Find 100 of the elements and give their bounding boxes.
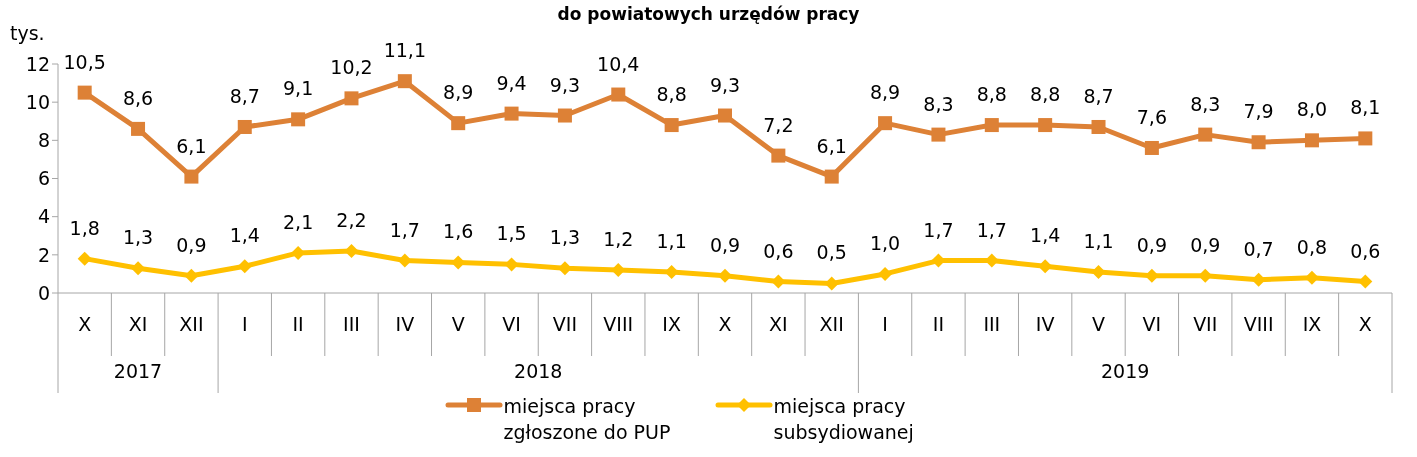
point <box>131 261 146 276</box>
data-label: 0,9 <box>1190 233 1221 256</box>
point <box>184 268 199 283</box>
x-tick-label: XI <box>128 313 148 335</box>
data-label: 8,6 <box>122 86 154 109</box>
data-label: 1,1 <box>1083 230 1114 253</box>
point <box>931 127 946 142</box>
data-label: 8,8 <box>976 83 1007 106</box>
point <box>397 74 412 89</box>
y-tick-label: 0 <box>37 281 50 304</box>
x-tick-label: IX <box>662 313 681 335</box>
data-label: 0,9 <box>176 233 207 256</box>
x-tick-label: X <box>1358 313 1372 335</box>
point <box>718 268 732 283</box>
data-label: 1,6 <box>443 220 474 243</box>
x-tick-label: V <box>451 313 465 335</box>
x-tick-label: X <box>78 313 92 335</box>
y-axis-title: tys. <box>10 22 45 44</box>
point <box>1198 268 1213 283</box>
y-tick-label: 2 <box>37 243 50 266</box>
data-label: 8,8 <box>1030 83 1061 106</box>
x-tick-label: VII <box>1193 313 1218 335</box>
data-label: 0,9 <box>709 233 741 256</box>
point <box>184 169 199 184</box>
data-label: 8,1 <box>1350 96 1381 119</box>
point <box>504 106 519 121</box>
point <box>1144 268 1159 283</box>
data-label: 2,1 <box>283 210 314 233</box>
data-label: 8,9 <box>443 81 474 104</box>
text: 2019 <box>1101 360 1150 382</box>
point <box>237 119 252 134</box>
x-tick-label: VIII <box>603 313 634 335</box>
point <box>1304 270 1319 285</box>
data-label: 1,7 <box>976 218 1007 241</box>
point <box>1358 131 1373 146</box>
y-tick-label: 4 <box>37 205 50 228</box>
point <box>557 108 572 123</box>
data-label: 11,1 <box>383 39 426 62</box>
point <box>344 91 359 106</box>
data-label: 1,1 <box>656 230 687 253</box>
point <box>984 118 999 133</box>
data-label: 1,7 <box>389 218 420 241</box>
point <box>451 116 466 131</box>
point <box>664 118 679 133</box>
data-label: 7,6 <box>1136 105 1167 128</box>
point <box>397 253 412 268</box>
point <box>611 87 626 102</box>
data-label: 8,9 <box>869 81 901 104</box>
x-tick-label: VIII <box>1243 313 1274 335</box>
x-tick-label: VI <box>502 313 521 335</box>
data-label: 9,1 <box>283 77 314 100</box>
data-label: 6,1 <box>176 134 207 157</box>
x-tick-label: I <box>241 313 248 335</box>
x-tick-label: XI <box>769 313 788 335</box>
data-label: 9,3 <box>549 73 581 96</box>
data-label: 2,2 <box>336 209 367 232</box>
text: 2017 <box>113 360 163 382</box>
data-label: 0,6 <box>763 239 794 262</box>
y-tick-label: 6 <box>37 167 50 190</box>
data-label: 1,7 <box>923 218 954 241</box>
point <box>824 169 839 184</box>
data-label: 1,0 <box>869 231 901 254</box>
data-label: 1,3 <box>549 226 581 249</box>
chart-title: do powiatowych urzędów pracy <box>557 4 860 24</box>
x-tick-label: IX <box>1302 313 1322 335</box>
point <box>344 244 359 259</box>
point <box>1091 265 1106 280</box>
data-label: 9,4 <box>496 71 527 94</box>
point <box>1198 127 1213 142</box>
point <box>771 274 786 289</box>
x-tick-label: XII <box>819 313 844 335</box>
data-label: 0,9 <box>1136 233 1167 256</box>
y-tick-label: 8 <box>37 129 50 152</box>
data-label: 8,3 <box>923 92 954 115</box>
x-tick-label: V <box>1092 313 1106 335</box>
data-label: 10,2 <box>330 56 373 79</box>
x-tick-label: III <box>983 313 1001 335</box>
point <box>1038 118 1053 133</box>
point <box>77 85 92 100</box>
x-tick-label: IV <box>1035 313 1055 335</box>
data-label: 0,6 <box>1350 239 1381 262</box>
text: 2018 <box>514 360 563 382</box>
point <box>664 265 679 280</box>
y-tick-label: 12 <box>25 52 50 75</box>
point <box>771 148 786 163</box>
data-label: 8,3 <box>1190 92 1221 115</box>
point <box>1358 274 1373 289</box>
point <box>718 108 732 123</box>
y-tick-label: 10 <box>25 90 50 113</box>
x-tick-label: VII <box>552 313 578 335</box>
data-label: 0,7 <box>1243 237 1274 260</box>
data-label: 8,8 <box>656 83 687 106</box>
point <box>1304 133 1319 148</box>
data-label: 0,8 <box>1296 235 1328 258</box>
x-tick-label: II <box>292 313 304 335</box>
point <box>131 121 146 136</box>
point <box>291 112 306 127</box>
x-tick-label: IV <box>395 313 415 335</box>
point <box>878 266 893 281</box>
point <box>451 255 466 270</box>
